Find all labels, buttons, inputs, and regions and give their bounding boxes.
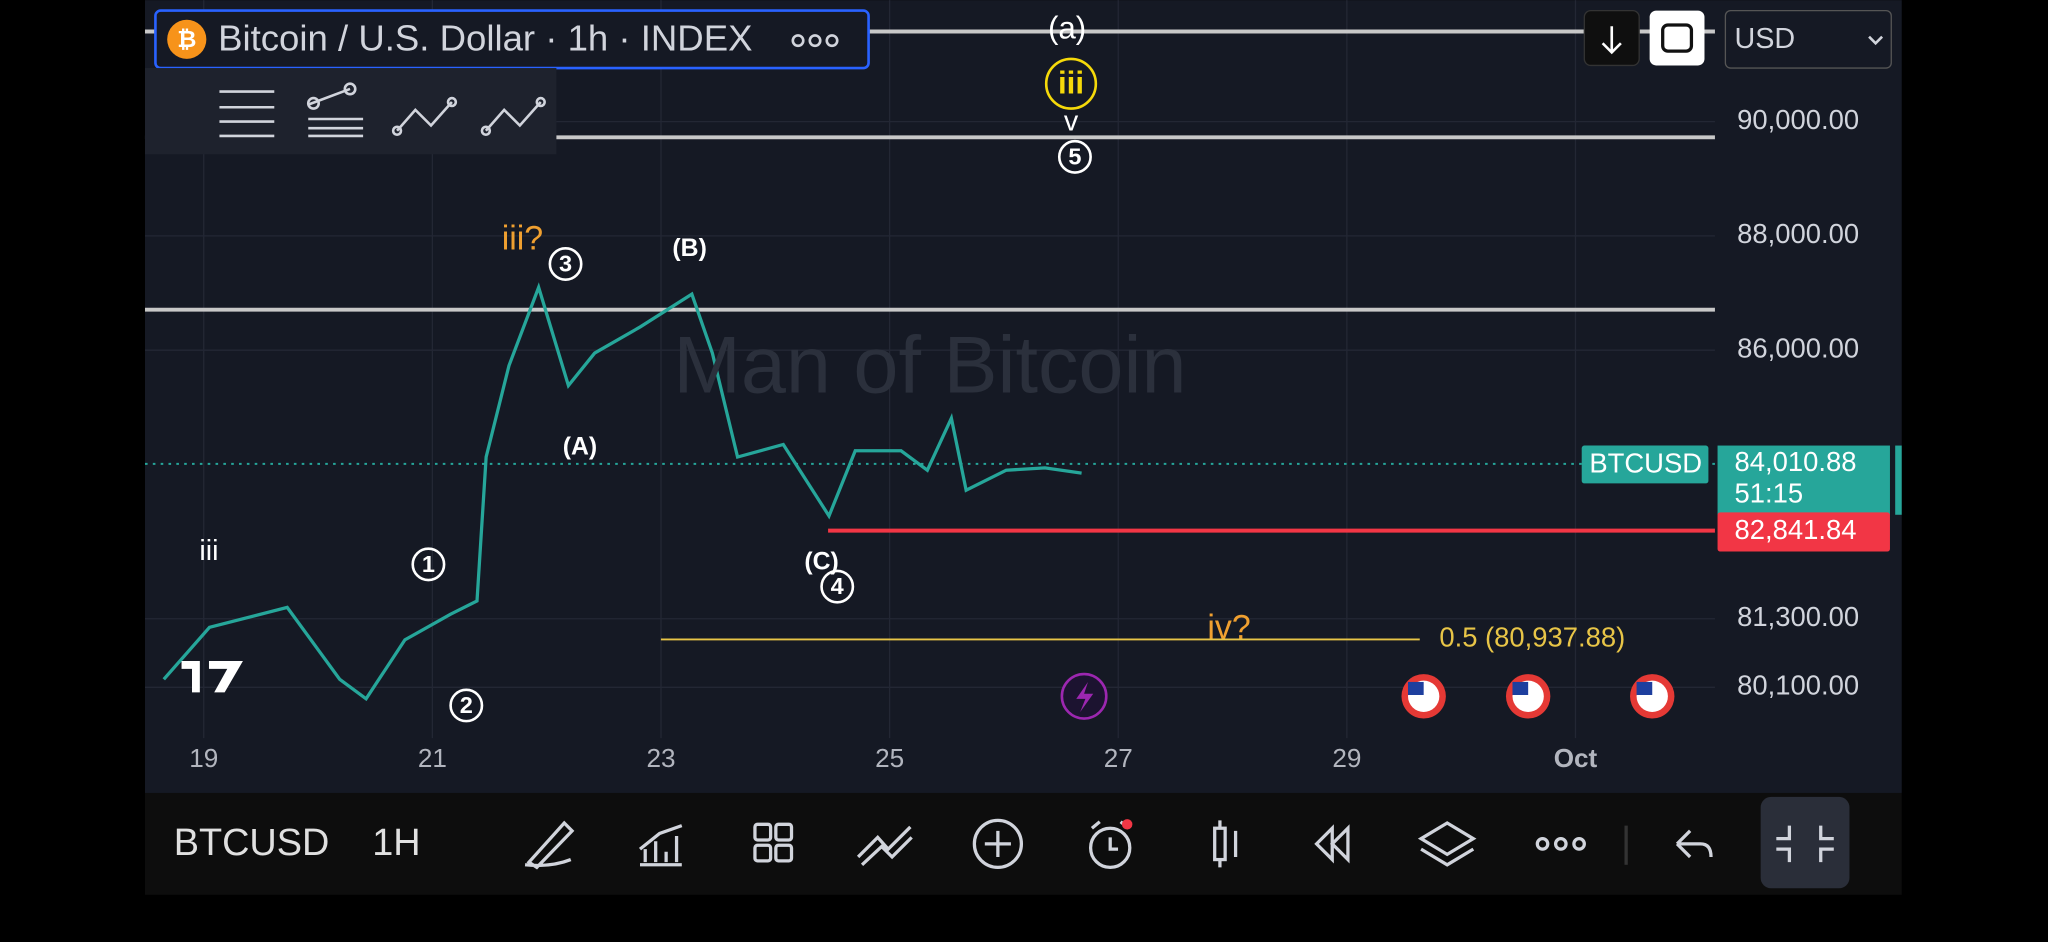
price-badge-label: 84,010.88	[1735, 446, 1857, 477]
x-tick-label: Oct	[1554, 743, 1598, 773]
wave-label: 1	[422, 551, 435, 577]
price-line	[162, 282, 1082, 702]
symbol-badge-label: BTCUSD	[1589, 447, 1702, 478]
symbol-badge	[1581, 445, 1709, 484]
price-badge	[1717, 445, 1890, 515]
wave-label: iii?	[502, 219, 544, 257]
wave-circle	[1044, 57, 1098, 110]
wave-label: 5	[1068, 143, 1081, 169]
alert-dot	[1121, 819, 1133, 830]
wave-circle	[820, 569, 855, 604]
drawing-toolbar	[144, 68, 557, 155]
currency-select[interactable]	[1724, 9, 1892, 69]
bitcoin-icon-glyph: ₿	[177, 26, 196, 52]
wave-label: (a)	[1048, 10, 1086, 45]
wave-label: v	[1064, 106, 1079, 138]
us-event-icons[interactable]	[1401, 674, 1675, 719]
chevron	[1868, 35, 1884, 46]
currency-label: USD	[1735, 23, 1796, 55]
y-tick-label: 90,000.00	[1737, 104, 1859, 135]
wave-circle	[449, 688, 484, 723]
wave-label: iv?	[1207, 609, 1250, 647]
wave-label: (B)	[672, 235, 706, 262]
y-tick-label: 81,300.00	[1737, 601, 1859, 632]
toolbar-symbol[interactable]: BTCUSD	[174, 822, 330, 864]
arrow-icon	[1601, 26, 1622, 55]
wave-circle	[411, 547, 446, 582]
plot: 19 21 23 25 27 29 Oct90,000.0088,000.0086,000.…	[144, 0, 1859, 773]
fib-label: 0.5 (80,937.88)	[1439, 622, 1625, 653]
wave-label: 2	[460, 692, 473, 718]
y-tick-label: 80,100.00	[1737, 670, 1859, 701]
fullscreen-icon	[1776, 825, 1834, 863]
bitcoin-icon	[167, 19, 207, 59]
wave-circle	[548, 247, 583, 281]
y-tick-label: 88,000.00	[1737, 218, 1859, 249]
wave-label: 4	[831, 573, 844, 599]
wave-circle	[1057, 139, 1092, 174]
alert-badge-label: 82,841.84	[1735, 514, 1857, 545]
symbol-title: Bitcoin / U.S. Dollar · 1h · INDEX	[218, 17, 752, 58]
fit-button[interactable]	[1649, 10, 1705, 66]
more-button[interactable]	[791, 34, 839, 48]
wave-label: 3	[559, 250, 572, 276]
wave-label: (A)	[563, 434, 597, 461]
wave-label: iii	[1058, 65, 1084, 100]
countdown-label: 51:15	[1735, 477, 1804, 508]
y-tick-label: 86,000.00	[1737, 332, 1859, 363]
x-tick-label: 27	[1104, 743, 1133, 773]
wave-label: iii	[199, 535, 218, 567]
alert-badge	[1717, 512, 1890, 552]
fit-icon	[1661, 23, 1694, 53]
tradingview-logo	[181, 661, 243, 693]
toolbar-interval[interactable]: 1H	[372, 822, 420, 864]
watermark: Man of Bitcoin	[673, 320, 1186, 410]
x-tick-label: 29	[1332, 743, 1361, 773]
price-marker	[1895, 445, 1902, 515]
bottom-toolbar	[144, 792, 1902, 895]
x-tick-label: 21	[418, 743, 447, 773]
toolbar-icons[interactable]	[524, 818, 1713, 870]
fullscreen-button[interactable]	[1760, 796, 1850, 889]
x-tick-label: 23	[646, 743, 675, 773]
drawing-tools[interactable]	[167, 82, 546, 138]
x-tick-label: 19	[189, 743, 218, 773]
lightning-icon	[1076, 681, 1094, 712]
x-tick-label: 25	[875, 743, 904, 773]
